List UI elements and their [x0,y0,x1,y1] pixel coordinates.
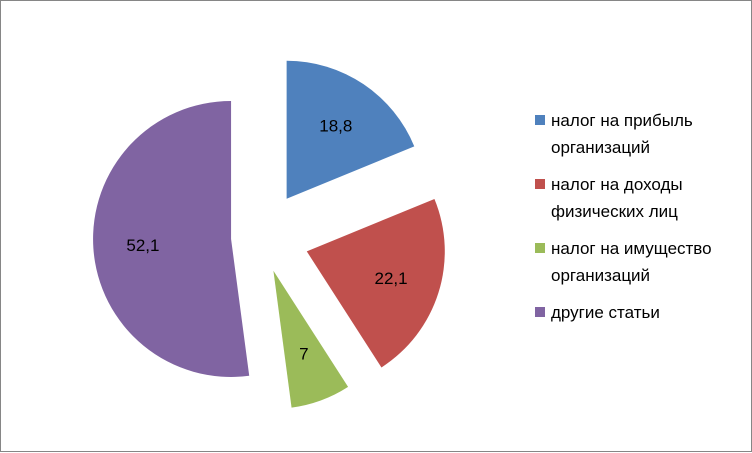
legend-swatch-property-tax [535,243,545,253]
legend-label-line: организаций [551,138,651,157]
legend-label-line: налог на имущество [551,239,712,258]
legend-item-property-tax: налог на имущество организаций [535,235,745,289]
legend-label-line: налог на доходы [551,175,683,194]
legend-item-income-tax: налог на доходы физических лиц [535,171,745,225]
legend-swatch-profit-tax [535,115,545,125]
legend-label-line: другие статьи [551,303,660,322]
slice-property-tax [273,270,349,408]
data-label: 7 [299,345,308,364]
data-label: 22,1 [374,269,407,288]
data-label: 18,8 [319,116,352,135]
legend-item-profit-tax: налог на прибыль организаций [535,107,745,161]
slice-profit-tax [286,60,415,199]
slice-income-tax [306,198,445,368]
legend: налог на прибыль организаций налог на до… [535,107,745,326]
legend-label-line: организаций [551,266,651,285]
legend-item-other: другие статьи [535,299,745,326]
legend-swatch-income-tax [535,179,545,189]
legend-swatch-other [535,307,545,317]
legend-label-line: налог на прибыль [551,111,693,130]
data-label: 52,1 [126,236,159,255]
slice-other [93,100,250,377]
legend-label-line: физических лиц [551,202,678,221]
